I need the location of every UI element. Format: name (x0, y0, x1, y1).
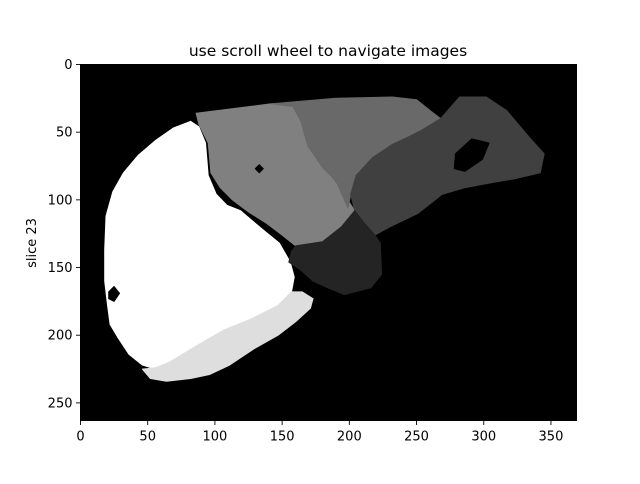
y-axis: 0 50 100 150 200 250 (48, 58, 81, 411)
segment-region-4 (350, 96, 545, 236)
y-tick-label: 50 (56, 126, 73, 141)
x-tick-label: 350 (539, 430, 564, 445)
y-tick-label: 200 (48, 329, 73, 344)
x-tick-label: 200 (337, 430, 362, 445)
y-tick-label: 0 (64, 58, 72, 73)
segmentation-regions (104, 96, 545, 382)
x-tick-label: 50 (139, 430, 156, 445)
x-axis: 0 50 100 150 200 250 300 350 (76, 420, 564, 445)
segment-region-8 (108, 286, 120, 302)
segment-region-1 (141, 291, 314, 382)
y-axis-label: slice 23 (25, 218, 40, 268)
y-tick-label: 250 (48, 396, 73, 411)
x-tick-label: 150 (270, 430, 295, 445)
plot-title: use scroll wheel to navigate images (189, 42, 467, 60)
axes-frame (80, 64, 577, 421)
axes-area[interactable] (80, 64, 577, 421)
segment-region-5 (288, 210, 383, 296)
x-tick-label: 250 (404, 430, 429, 445)
x-tick-label: 0 (76, 430, 84, 445)
x-tick-label: 100 (203, 430, 228, 445)
x-tick-label: 300 (471, 430, 496, 445)
segment-region-6 (453, 138, 490, 172)
y-tick-label: 100 (48, 193, 73, 208)
segment-region-7 (254, 164, 264, 174)
y-tick-label: 150 (48, 261, 73, 276)
